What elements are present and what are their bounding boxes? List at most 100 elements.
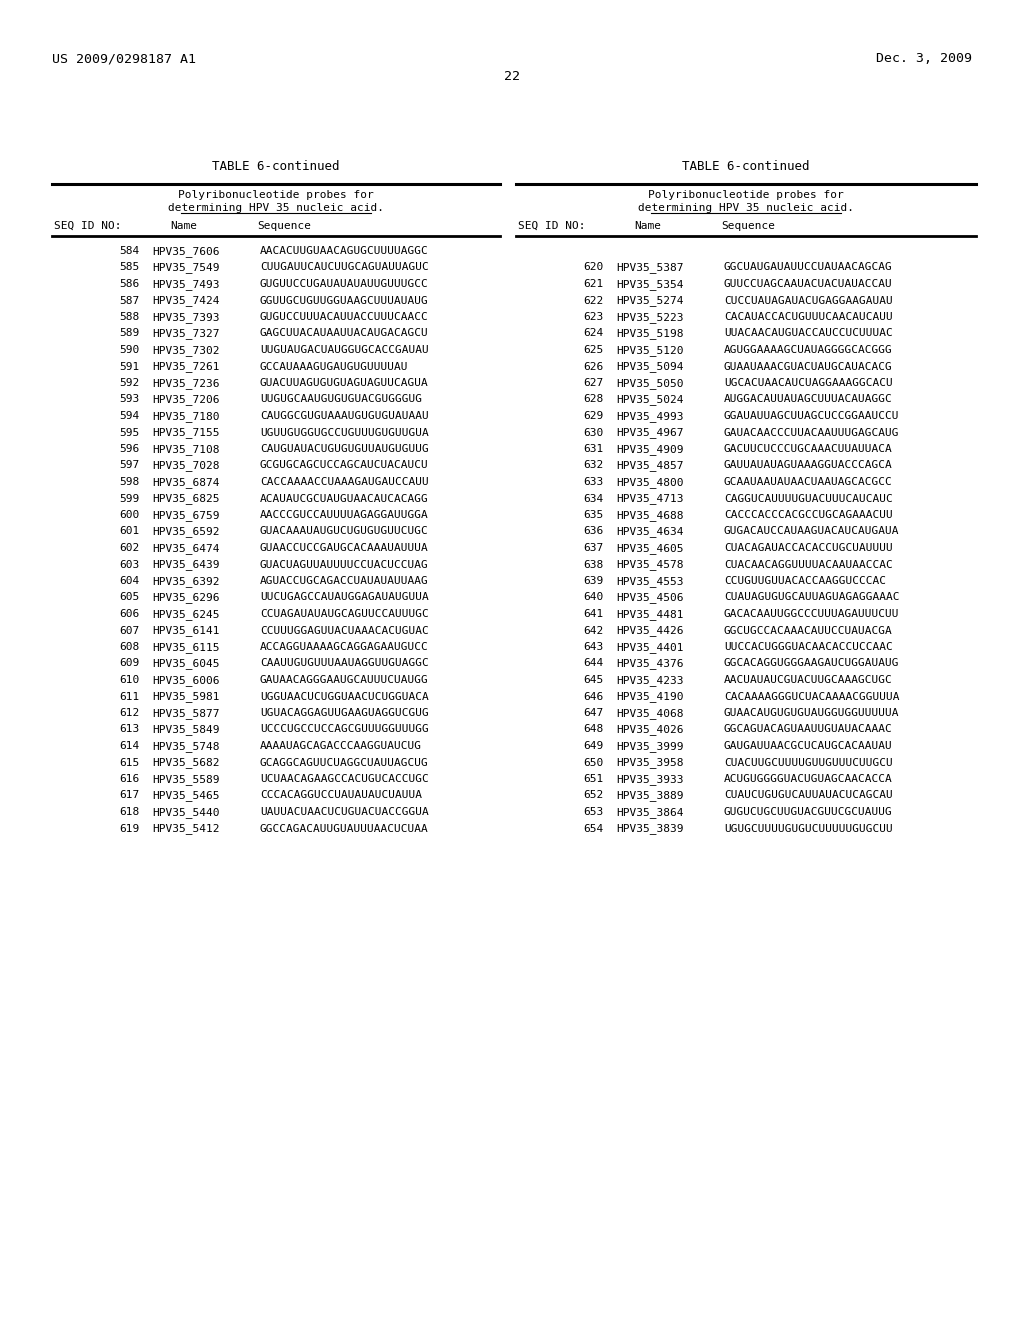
Text: HPV35_4713: HPV35_4713: [616, 494, 683, 504]
Text: HPV35_3999: HPV35_3999: [616, 741, 683, 752]
Text: GAUAACAGGGAAUGCAUUUCUAUGG: GAUAACAGGGAAUGCAUUUCUAUGG: [260, 675, 429, 685]
Text: 653: 653: [584, 807, 604, 817]
Text: SEQ ID NO:: SEQ ID NO:: [518, 220, 586, 231]
Text: HPV35_4909: HPV35_4909: [616, 444, 683, 455]
Text: GCAGGCAGUUCUAGGCUAUUAGCUG: GCAGGCAGUUCUAGGCUAUUAGCUG: [260, 758, 429, 767]
Text: HPV35_5589: HPV35_5589: [152, 774, 219, 785]
Text: 613: 613: [120, 725, 140, 734]
Text: 650: 650: [584, 758, 604, 767]
Text: 619: 619: [120, 824, 140, 833]
Text: 625: 625: [584, 345, 604, 355]
Text: 607: 607: [120, 626, 140, 635]
Text: 588: 588: [120, 312, 140, 322]
Text: GAUUAUAUAGUAAAGGUACCCAGCA: GAUUAUAUAGUAAAGGUACCCAGCA: [724, 461, 893, 470]
Text: 623: 623: [584, 312, 604, 322]
Text: Sequence: Sequence: [257, 220, 311, 231]
Text: 634: 634: [584, 494, 604, 503]
Text: HPV35_7155: HPV35_7155: [152, 428, 219, 438]
Text: HPV35_4993: HPV35_4993: [616, 411, 683, 422]
Text: HPV35_5024: HPV35_5024: [616, 395, 683, 405]
Text: GACUUCUCCCUGCAAACUUAUUACA: GACUUCUCCCUGCAAACUUAUUACA: [724, 444, 893, 454]
Text: determining HPV 35 nucleic acid.: determining HPV 35 nucleic acid.: [638, 203, 854, 213]
Text: UGGUAACUCUGGUAACUCUGGUACA: UGGUAACUCUGGUAACUCUGGUACA: [260, 692, 429, 701]
Text: 595: 595: [120, 428, 140, 437]
Text: HPV35_5223: HPV35_5223: [616, 312, 683, 323]
Text: 598: 598: [120, 477, 140, 487]
Text: 591: 591: [120, 362, 140, 371]
Text: 617: 617: [120, 791, 140, 800]
Text: 637: 637: [584, 543, 604, 553]
Text: TABLE 6-continued: TABLE 6-continued: [212, 160, 340, 173]
Text: UCCCUGCCUCCAGCGUUUGGUUUGG: UCCCUGCCUCCAGCGUUUGGUUUGG: [260, 725, 429, 734]
Text: 633: 633: [584, 477, 604, 487]
Text: HPV35_6392: HPV35_6392: [152, 576, 219, 587]
Text: UUGUGCAAUGUGUGUACGUGGGUG: UUGUGCAAUGUGUGUACGUGGGUG: [260, 395, 422, 404]
Text: HPV35_4553: HPV35_4553: [616, 576, 683, 587]
Text: CAUGGCGUGUAAAUGUGUGUAUAAU: CAUGGCGUGUAAAUGUGUGUAUAAU: [260, 411, 429, 421]
Text: 629: 629: [584, 411, 604, 421]
Text: 631: 631: [584, 444, 604, 454]
Text: TABLE 6-continued: TABLE 6-continued: [682, 160, 810, 173]
Text: 627: 627: [584, 378, 604, 388]
Text: HPV35_6474: HPV35_6474: [152, 543, 219, 554]
Text: HPV35_7261: HPV35_7261: [152, 362, 219, 372]
Text: UGCACUAACAUCUAGGAAAGGCACU: UGCACUAACAUCUAGGAAAGGCACU: [724, 378, 893, 388]
Text: 641: 641: [584, 609, 604, 619]
Text: HPV35_6141: HPV35_6141: [152, 626, 219, 636]
Text: 628: 628: [584, 395, 604, 404]
Text: HPV35_3864: HPV35_3864: [616, 807, 683, 818]
Text: GCAAUAAUAUAACUAAUAGCACGCC: GCAAUAAUAUAACUAAUAGCACGCC: [724, 477, 893, 487]
Text: HPV35_3958: HPV35_3958: [616, 758, 683, 768]
Text: HPV35_5440: HPV35_5440: [152, 807, 219, 818]
Text: SEQ ID NO:: SEQ ID NO:: [54, 220, 122, 231]
Text: HPV35_7028: HPV35_7028: [152, 461, 219, 471]
Text: CCUUUGGAGUUACUAAACACUGUAC: CCUUUGGAGUUACUAAACACUGUAC: [260, 626, 429, 635]
Text: GUGUUCCUGAUAUAUAUUGUUUGCC: GUGUUCCUGAUAUAUAUUGUUUGCC: [260, 279, 429, 289]
Text: 600: 600: [120, 510, 140, 520]
Text: HPV35_4376: HPV35_4376: [616, 659, 683, 669]
Text: HPV35_6045: HPV35_6045: [152, 659, 219, 669]
Text: 624: 624: [584, 329, 604, 338]
Text: CUCCUAUAGAUACUGAGGAAGAUAU: CUCCUAUAGAUACUGAGGAAGAUAU: [724, 296, 893, 305]
Text: HPV35_7180: HPV35_7180: [152, 411, 219, 422]
Text: CUAUCUGUGUCAUUAUACUCAGCAU: CUAUCUGUGUCAUUAUACUCAGCAU: [724, 791, 893, 800]
Text: HPV35_6874: HPV35_6874: [152, 477, 219, 488]
Text: CAGGUCAUUUUGUACUUUCAUCAUC: CAGGUCAUUUUGUACUUUCAUCAUC: [724, 494, 893, 503]
Text: 649: 649: [584, 741, 604, 751]
Text: HPV35_5465: HPV35_5465: [152, 791, 219, 801]
Text: Polyribonucleotide probes for: Polyribonucleotide probes for: [648, 190, 844, 201]
Text: AGUGGAAAAGCUAUAGGGGCACGGG: AGUGGAAAAGCUAUAGGGGCACGGG: [724, 345, 893, 355]
Text: HPV35_5274: HPV35_5274: [616, 296, 683, 306]
Text: HPV35_4426: HPV35_4426: [616, 626, 683, 636]
Text: 22: 22: [504, 70, 520, 83]
Text: GACACAAUUGGCCCUUUAGAUUUCUU: GACACAAUUGGCCCUUUAGAUUUCUU: [724, 609, 899, 619]
Text: HPV35_3889: HPV35_3889: [616, 791, 683, 801]
Text: AAAAUAGCAGACCCAAGGUAUCUG: AAAAUAGCAGACCCAAGGUAUCUG: [260, 741, 422, 751]
Text: 621: 621: [584, 279, 604, 289]
Text: 610: 610: [120, 675, 140, 685]
Text: CUACUUGCUUUUGUUGUUUCUUGCU: CUACUUGCUUUUGUUGUUUCUUGCU: [724, 758, 893, 767]
Text: HPV35_5354: HPV35_5354: [616, 279, 683, 290]
Text: 592: 592: [120, 378, 140, 388]
Text: UCUAACAGAAGCCACUGUCACCUGC: UCUAACAGAAGCCACUGUCACCUGC: [260, 774, 429, 784]
Text: GUGUCCUUUACAUUACCUUUCAACC: GUGUCCUUUACAUUACCUUUCAACC: [260, 312, 429, 322]
Text: HPV35_7206: HPV35_7206: [152, 395, 219, 405]
Text: HPV35_4578: HPV35_4578: [616, 560, 683, 570]
Text: Name: Name: [170, 220, 197, 231]
Text: US 2009/0298187 A1: US 2009/0298187 A1: [52, 51, 196, 65]
Text: UAUUACUAACUCUGUACUACCGGUA: UAUUACUAACUCUGUACUACCGGUA: [260, 807, 429, 817]
Text: 603: 603: [120, 560, 140, 569]
Text: 645: 645: [584, 675, 604, 685]
Text: 589: 589: [120, 329, 140, 338]
Text: HPV35_6825: HPV35_6825: [152, 494, 219, 504]
Text: 620: 620: [584, 263, 604, 272]
Text: CUUGAUUCAUCUUGCAGUAUUAGUC: CUUGAUUCAUCUUGCAGUAUUAGUC: [260, 263, 429, 272]
Text: CUACAGAUACCACACCUGCUAUUUU: CUACAGAUACCACACCUGCUAUUUU: [724, 543, 893, 553]
Text: 630: 630: [584, 428, 604, 437]
Text: GCGUGCAGCUCCAGCAUCUACAUCU: GCGUGCAGCUCCAGCAUCUACAUCU: [260, 461, 429, 470]
Text: 593: 593: [120, 395, 140, 404]
Text: UGUUGUGGUGCCUGUUUGUGUUGUA: UGUUGUGGUGCCUGUUUGUGUUGUA: [260, 428, 429, 437]
Text: GGCUAUGAUAUUCCUAUAACAGCAG: GGCUAUGAUAUUCCUAUAACAGCAG: [724, 263, 893, 272]
Text: 618: 618: [120, 807, 140, 817]
Text: ACAUAUCGCUAUGUAACAUCACAGG: ACAUAUCGCUAUGUAACAUCACAGG: [260, 494, 429, 503]
